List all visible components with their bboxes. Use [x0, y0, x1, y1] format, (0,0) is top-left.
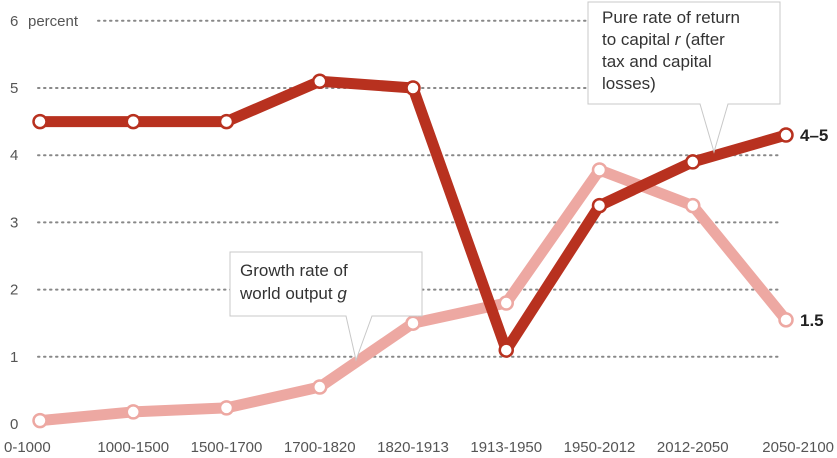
x-tick-0-1000: 0-1000 [4, 439, 51, 456]
y-tick-6: 6 [10, 13, 18, 30]
series-g-point-1000-1500 [125, 404, 141, 420]
series-r: 4–5 [32, 73, 828, 358]
y-tick-0: 0 [10, 416, 18, 433]
x-tick-1500-1700: 1500-1700 [191, 439, 263, 456]
callout-r: Pure rate of return to capital r (after … [587, 1, 781, 154]
y-tick-1: 1 [10, 349, 18, 366]
x-tick-1913-1950: 1913-1950 [470, 439, 542, 456]
callout-g-box [229, 251, 423, 362]
y-axis-ticks: 0 1 2 3 4 5 6 percent [10, 13, 79, 433]
callout-r-line3: tax and capital [602, 52, 712, 71]
series-g-point-1700-1820 [312, 379, 328, 395]
series-r-point-2050-2100 [778, 127, 794, 143]
y-tick-4: 4 [10, 147, 18, 164]
x-tick-1950-2012: 1950-2012 [564, 439, 636, 456]
y-tick-5: 5 [10, 80, 18, 97]
x-axis-ticks: 0-1000 1000-1500 1500-1700 1700-1820 1820-19… [4, 439, 834, 456]
series-g-point-1500-1700 [218, 400, 235, 416]
series-g-end-label: 1.5 [800, 311, 824, 330]
series-r-point-2012-2050 [685, 154, 701, 170]
series-r-point-1500-1700 [218, 113, 235, 130]
series-r-point-1913-1950 [498, 342, 514, 358]
callout-g-line1: Growth rate of [240, 261, 348, 280]
x-tick-1820-1913: 1820-1913 [377, 439, 449, 456]
callout-r-line4: losses) [602, 74, 656, 93]
callout-r-line2: to capital r (after [602, 30, 725, 49]
series-layer: 1.5 4–5 [32, 73, 828, 429]
x-tick-1000-1500: 1000-1500 [97, 439, 169, 456]
series-g-point-1820-1913 [405, 315, 421, 331]
x-tick-2050-2100: 2050-2100 [762, 439, 834, 456]
callout-r-line1: Pure rate of return [602, 8, 740, 27]
callout-r-box [587, 1, 781, 154]
y-axis-label: percent [28, 13, 79, 30]
series-r-point-1700-1820 [312, 73, 328, 90]
y-tick-2: 2 [10, 282, 18, 299]
series-r-point-0-1000 [32, 113, 48, 130]
series-g-point-1950-2012 [591, 162, 608, 178]
series-g-point-2050-2100 [778, 312, 794, 328]
series-g-point-0-1000 [32, 412, 48, 429]
gridlines [37, 19, 779, 358]
series-g-point-1913-1950 [498, 295, 514, 311]
series-g-point-2012-2050 [685, 197, 701, 214]
x-tick-2012-2050: 2012-2050 [657, 439, 729, 456]
series-r-point-1000-1500 [125, 113, 141, 130]
callout-g-line2: world output g [239, 284, 347, 303]
callout-g: Growth rate of world output g [229, 251, 423, 362]
x-tick-1700-1820: 1700-1820 [284, 439, 356, 456]
y-tick-3: 3 [10, 214, 18, 231]
series-r-point-1950-2012 [591, 197, 608, 214]
series-r-end-label: 4–5 [800, 126, 828, 145]
series-g: 1.5 [32, 162, 824, 429]
series-r-point-1820-1913 [405, 80, 421, 96]
